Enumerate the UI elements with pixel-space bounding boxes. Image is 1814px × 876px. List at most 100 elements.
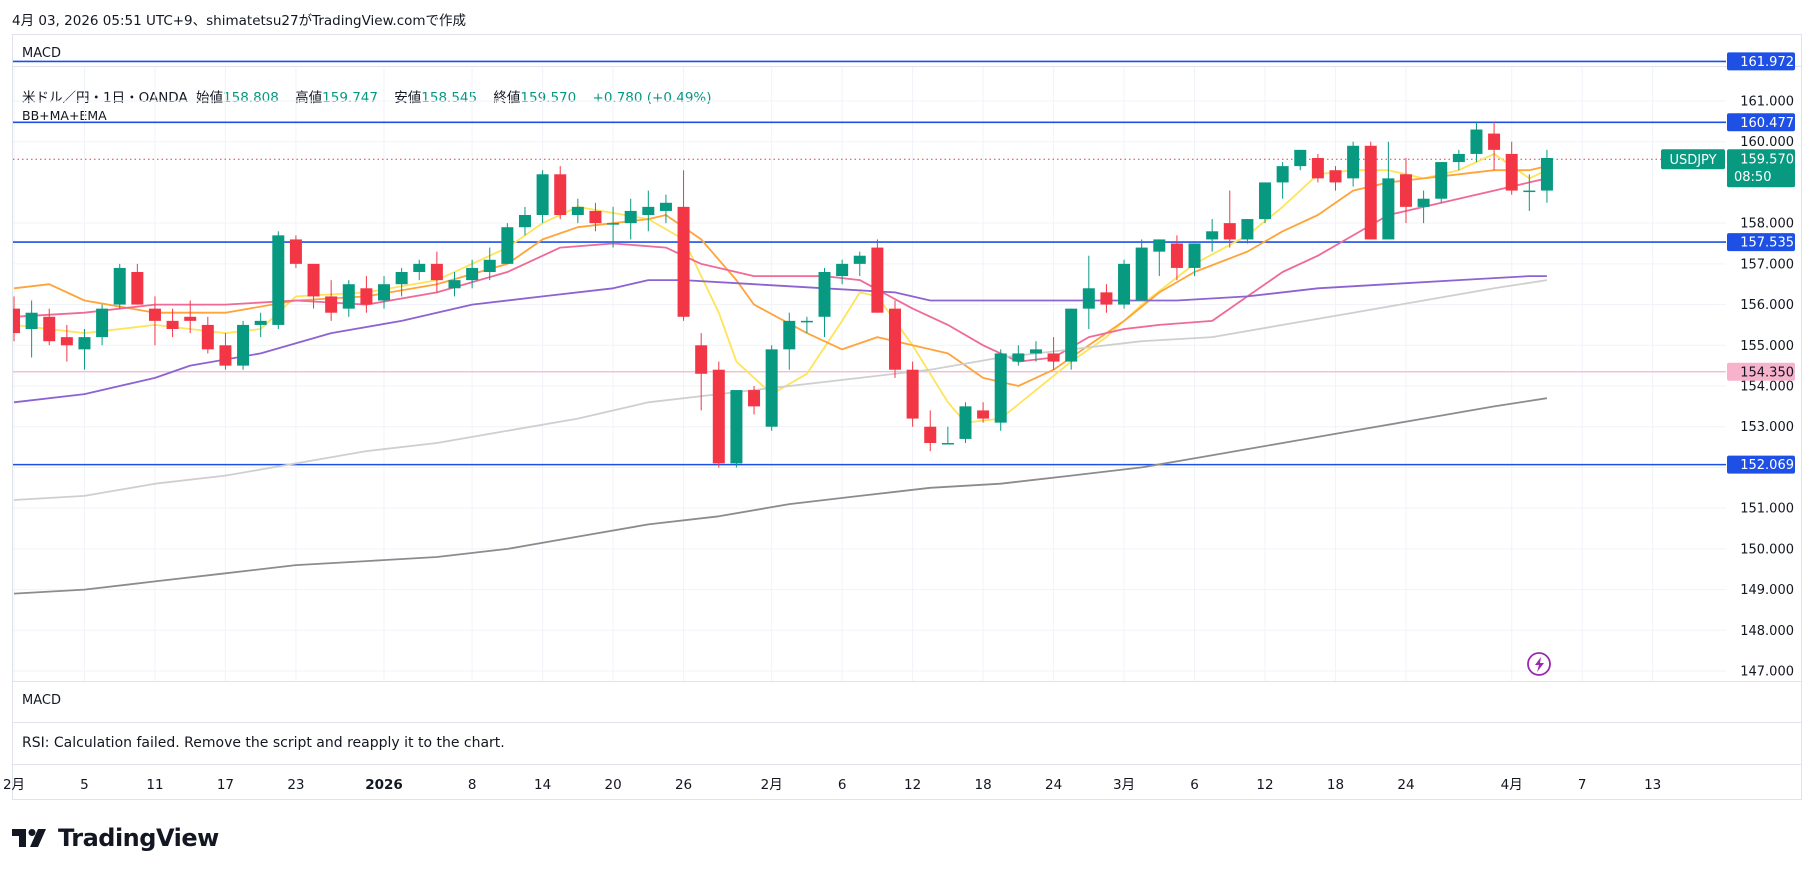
candle-body	[624, 210, 637, 224]
price-tick-label: 151.000	[1740, 502, 1794, 517]
candle-body	[113, 267, 126, 305]
candle-down	[1100, 284, 1113, 313]
candle-body	[518, 215, 531, 228]
time-tick-label: 5	[80, 777, 89, 793]
candle-up	[1029, 341, 1042, 362]
candle-body	[1294, 149, 1307, 167]
candle-up	[1065, 308, 1078, 370]
candle-body	[554, 174, 567, 215]
candle-body	[977, 410, 990, 419]
candle-body	[1452, 153, 1465, 163]
candle-body	[1188, 243, 1201, 268]
candle-body	[1100, 292, 1113, 305]
candle-up	[1435, 162, 1448, 203]
candle-up	[25, 300, 38, 358]
price-level-tag-label: 161.972	[1740, 55, 1794, 70]
time-axis: 2月 5 11 17 23 2026 8 14 20 26 2月 6 12 18 24 3月 6 12 18 24 4月…	[3, 777, 1661, 793]
candle-down	[1399, 158, 1412, 224]
candle-down	[748, 386, 761, 415]
time-tick-label: 6	[838, 777, 847, 793]
candle-body	[448, 280, 461, 289]
candle-down	[219, 333, 232, 370]
candle-up	[96, 304, 109, 346]
candle-down	[13, 296, 20, 342]
price-axis: 147.000 148.000 149.000 150.000 151.000 153.0…	[1661, 52, 1795, 680]
candles	[13, 121, 1553, 468]
candle-up	[1540, 149, 1553, 203]
candle-down	[184, 300, 197, 334]
price-level-tag-label: 154.350	[1740, 365, 1794, 380]
tradingview-logo[interactable]: TradingView	[12, 824, 219, 852]
candle-up	[853, 251, 866, 277]
candle-up	[342, 280, 355, 317]
price-level-tag: 152.069	[1727, 455, 1795, 474]
pane-separator	[13, 681, 1801, 682]
candle-up	[272, 231, 285, 329]
candle-down	[871, 239, 884, 313]
last-price-tag-bg	[1727, 149, 1795, 188]
pane-separator	[13, 722, 1801, 723]
time-tick-label: 24	[1045, 777, 1062, 793]
candle-body	[853, 255, 866, 264]
candle-up	[466, 259, 479, 289]
candle-body	[1029, 349, 1042, 354]
candle-body	[589, 210, 602, 224]
time-tick-label: 8	[468, 777, 477, 793]
candle-body	[642, 206, 655, 215]
candle-body	[378, 284, 391, 301]
time-tick-label: 2月	[761, 777, 783, 793]
candle-up	[642, 190, 655, 232]
candle-down	[60, 324, 73, 362]
candle-body	[254, 320, 267, 325]
candle-down	[1170, 235, 1183, 281]
candle-down	[289, 235, 302, 268]
alert-bolt-glyph	[1535, 657, 1544, 672]
indicator-label[interactable]: BB+MA+EMA	[22, 108, 107, 123]
time-tick-label: 12	[1256, 777, 1273, 793]
price-level-tag: 161.972	[1727, 52, 1795, 71]
countdown-label: 08:50	[1734, 170, 1771, 185]
candle-body	[1382, 178, 1395, 240]
time-tick-label: 24	[1397, 777, 1414, 793]
candle-body	[148, 308, 161, 321]
candle-body	[889, 308, 901, 370]
candle-body	[483, 259, 496, 272]
candle-up	[1118, 259, 1131, 309]
candle-body	[1012, 353, 1025, 362]
candle-body	[1523, 190, 1536, 193]
candle-up	[1452, 149, 1465, 171]
time-tick-label: 2月	[3, 777, 25, 793]
time-tick-label: 18	[975, 777, 992, 793]
candle-up	[448, 272, 461, 297]
candle-down	[712, 361, 725, 468]
ohlc-legend: 米ドル／円・1日・OANDA 始値158.808 高値159.747 安値158…	[22, 86, 724, 106]
candle-body	[219, 345, 232, 366]
time-tick-label: 14	[534, 777, 551, 793]
candle-body	[1170, 243, 1183, 268]
candle-body	[695, 345, 708, 374]
tradingview-logo-text: TradingView	[58, 824, 219, 852]
candle-up	[836, 259, 849, 285]
candle-up	[113, 263, 126, 309]
candle-up	[607, 206, 620, 248]
time-tick-label: 3月	[1113, 777, 1135, 793]
candle-up	[783, 312, 796, 370]
time-tick-label: 13	[1644, 777, 1661, 793]
candle-body	[272, 235, 285, 325]
candle-up	[818, 267, 831, 338]
price-level-tag: 154.350	[1727, 362, 1795, 381]
candle-up	[1206, 219, 1219, 252]
candle-up	[518, 206, 531, 236]
candle-body	[1259, 182, 1272, 220]
candle-up	[395, 267, 408, 297]
open-value: 158.808	[223, 90, 279, 106]
time-tick-label: 17	[217, 777, 234, 793]
price-level-tag: 160.477	[1727, 113, 1795, 132]
close-value: 159.570	[520, 90, 577, 106]
candle-up	[1417, 190, 1430, 224]
candle-body	[166, 320, 179, 329]
candle-body	[325, 296, 338, 313]
symbol-tag-label: USDJPY	[1669, 153, 1716, 168]
price-tick-label: 154.000	[1740, 380, 1794, 395]
